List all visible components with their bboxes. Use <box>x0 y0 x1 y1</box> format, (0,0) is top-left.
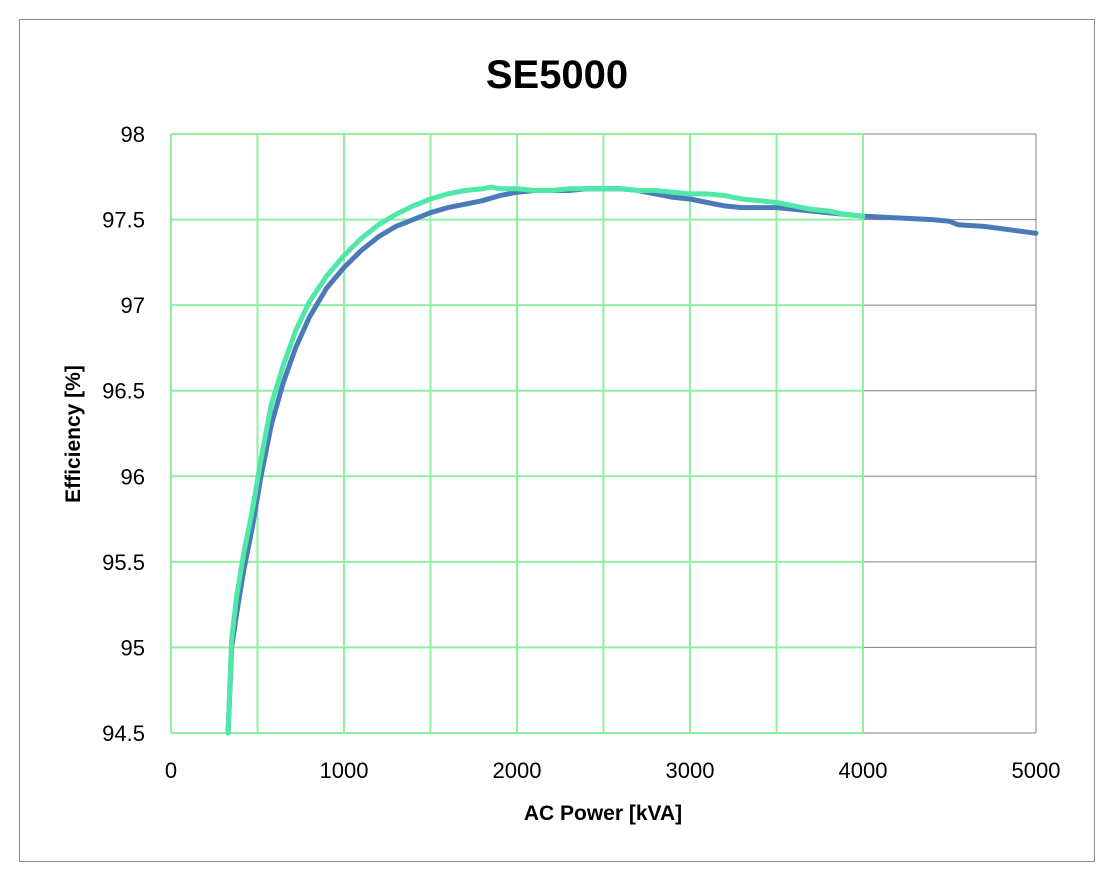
y-tick-label: 97.5 <box>102 208 145 233</box>
x-tick-label: 5000 <box>1012 758 1061 783</box>
y-tick-label: 95 <box>121 635 145 660</box>
y-tick-label: 98 <box>121 122 145 147</box>
x-tick-label: 1000 <box>320 758 369 783</box>
x-tick-labels: 0 1000 2000 3000 4000 5000 <box>165 758 1061 783</box>
series-layer <box>225 184 1039 736</box>
x-tick-label: 2000 <box>493 758 542 783</box>
y-tick-label: 95.5 <box>102 550 145 575</box>
gridlines-green <box>170 133 864 734</box>
y-tick-label: 96 <box>121 464 145 489</box>
y-tick-label: 97 <box>121 293 145 318</box>
chart-title: SE5000 <box>486 53 628 97</box>
x-axis-label: AC Power [kVA] <box>524 802 682 825</box>
y-axis-label: Efficiency [%] <box>62 365 85 503</box>
y-tick-label: 94.5 <box>102 721 145 746</box>
y-tick-labels: 94.5 95 95.5 96 96.5 97 97.5 98 <box>102 122 145 746</box>
x-tick-label: 0 <box>165 758 177 783</box>
series-line-2 <box>225 184 866 736</box>
x-tick-label: 3000 <box>666 758 715 783</box>
y-tick-label: 96.5 <box>102 379 145 404</box>
x-tick-label: 4000 <box>839 758 888 783</box>
